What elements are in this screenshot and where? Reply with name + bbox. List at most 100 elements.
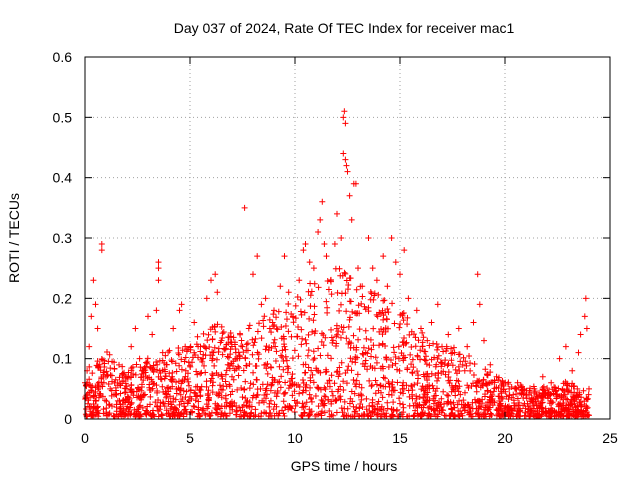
data-point — [352, 353, 359, 360]
data-point — [274, 379, 281, 386]
data-point — [385, 309, 392, 316]
data-point — [389, 300, 396, 307]
data-point — [347, 275, 354, 282]
data-point — [420, 394, 427, 401]
data-point — [488, 411, 495, 418]
data-point — [117, 382, 124, 389]
data-point — [475, 405, 482, 412]
data-point — [406, 393, 413, 400]
data-point — [345, 340, 352, 347]
data-point — [287, 405, 294, 412]
data-point — [409, 370, 416, 377]
data-point — [423, 361, 430, 368]
data-point — [302, 383, 309, 390]
data-point — [359, 403, 366, 410]
data-point — [487, 361, 494, 368]
data-point — [399, 401, 406, 408]
data-point — [117, 390, 124, 397]
data-point — [148, 412, 155, 419]
data-point — [249, 351, 256, 358]
data-point — [212, 328, 219, 335]
data-point — [385, 380, 392, 387]
data-point — [463, 362, 470, 369]
data-point — [307, 374, 314, 381]
y-tick-label: 0.5 — [53, 109, 73, 125]
data-point — [271, 412, 278, 419]
data-point — [493, 373, 500, 380]
data-point — [430, 406, 437, 413]
data-point — [140, 367, 147, 374]
data-point — [155, 373, 162, 380]
data-point — [185, 378, 192, 385]
data-point — [270, 323, 277, 330]
data-point — [261, 361, 268, 368]
data-point — [578, 401, 585, 408]
data-point — [394, 406, 401, 413]
data-point — [346, 192, 353, 199]
data-point — [253, 376, 260, 383]
data-point — [155, 277, 162, 284]
data-point — [254, 253, 261, 260]
data-point — [133, 410, 140, 417]
data-point — [368, 346, 375, 353]
data-point — [365, 345, 372, 352]
data-point — [112, 391, 119, 398]
data-point — [239, 394, 246, 401]
data-point — [261, 392, 268, 399]
data-point — [404, 364, 411, 371]
data-point — [584, 404, 591, 411]
data-point — [484, 387, 491, 394]
data-point — [400, 342, 407, 349]
data-point — [136, 395, 143, 402]
data-point — [394, 366, 401, 373]
data-point — [318, 338, 325, 345]
y-tick-label: 0 — [64, 411, 72, 427]
data-point — [175, 349, 182, 356]
data-point — [384, 283, 391, 290]
data-point — [250, 271, 256, 278]
data-point — [141, 391, 148, 398]
data-point — [422, 348, 429, 355]
data-point — [179, 347, 186, 354]
data-point — [388, 235, 395, 241]
data-point — [321, 384, 328, 391]
data-point — [483, 381, 490, 388]
data-point — [565, 406, 572, 413]
data-point — [390, 387, 397, 394]
data-point — [197, 392, 204, 399]
data-point — [405, 295, 412, 302]
data-point — [153, 307, 160, 314]
data-point — [318, 330, 325, 337]
y-tick-label: 0.3 — [53, 230, 73, 246]
data-point — [90, 400, 97, 407]
data-point — [466, 352, 473, 359]
data-point — [306, 259, 313, 266]
data-point — [166, 370, 173, 377]
data-point — [362, 306, 369, 313]
data-point — [148, 376, 155, 383]
data-point — [94, 403, 101, 410]
data-point — [353, 344, 360, 351]
data-point — [95, 394, 102, 401]
data-point — [202, 352, 209, 359]
data-point — [278, 352, 284, 359]
data-point — [385, 391, 392, 398]
data-point — [268, 344, 275, 351]
data-point — [161, 366, 168, 373]
data-point — [515, 402, 522, 409]
data-point — [333, 333, 340, 340]
data-point — [263, 391, 270, 398]
data-point — [88, 387, 95, 394]
data-point — [223, 413, 230, 420]
data-point — [419, 383, 426, 390]
data-point — [341, 398, 348, 405]
data-point — [264, 370, 271, 377]
data-point — [585, 391, 592, 398]
data-point — [342, 370, 349, 377]
data-point — [370, 296, 377, 303]
data-point — [107, 385, 114, 392]
data-point — [297, 308, 304, 315]
data-point — [277, 384, 284, 391]
data-point — [200, 330, 207, 337]
data-point — [372, 377, 379, 384]
